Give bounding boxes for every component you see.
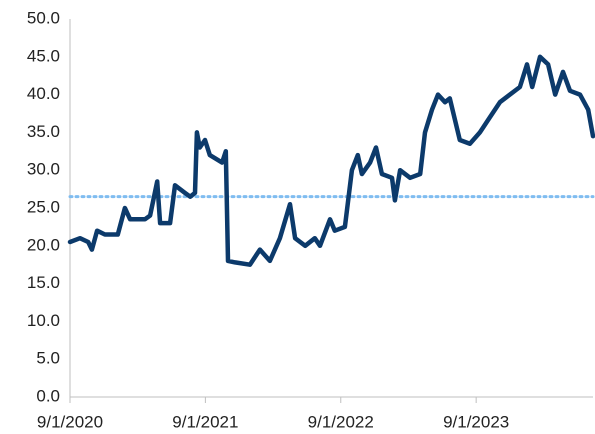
y-tick-label: 20.0 [27,235,60,254]
y-tick-label: 30.0 [27,160,60,179]
y-tick-label: 50.0 [27,8,60,27]
x-tick-label: 9/1/2020 [37,412,103,431]
x-tick-label: 9/1/2022 [308,412,374,431]
y-tick-label: 40.0 [27,84,60,103]
y-tick-label: 0.0 [36,386,60,405]
y-tick-label: 5.0 [36,349,60,368]
y-tick-label: 10.0 [27,311,60,330]
y-tick-label: 45.0 [27,46,60,65]
x-tick-label: 9/1/2021 [172,412,238,431]
x-tick-label: 9/1/2023 [443,412,509,431]
y-tick-label: 25.0 [27,197,60,216]
y-tick-label: 15.0 [27,273,60,292]
y-tick-label: 35.0 [27,122,60,141]
series-line [67,54,595,267]
